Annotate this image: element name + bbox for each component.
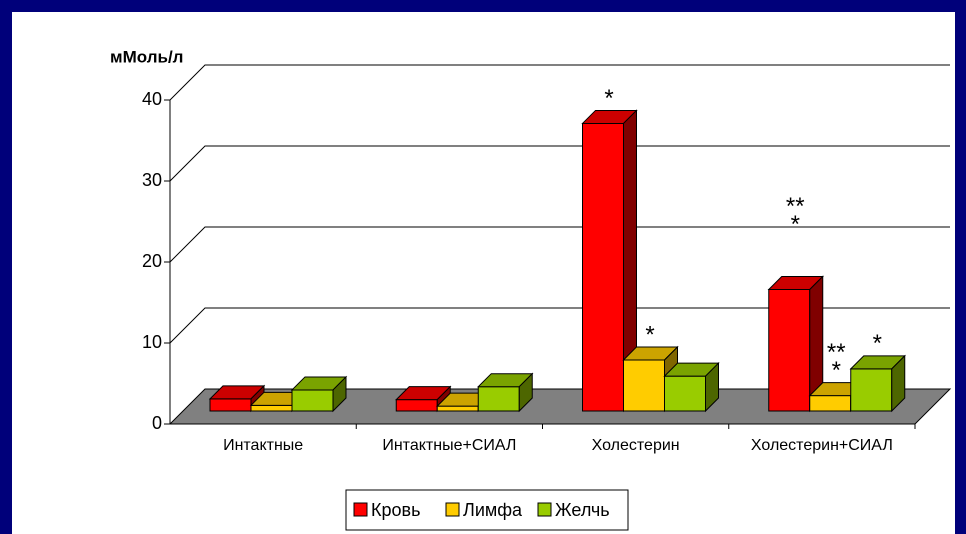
- legend-label: Кровь: [371, 500, 420, 520]
- y-tick-label: 40: [142, 89, 162, 109]
- legend-swatch: [537, 502, 552, 517]
- y-axis-label: мМоль/л: [110, 47, 183, 66]
- bar-front: [395, 399, 438, 412]
- grid-line: [169, 64, 950, 101]
- legend-swatch: [445, 502, 460, 517]
- y-tick-label: 10: [142, 332, 162, 352]
- legend-swatch: [353, 502, 368, 517]
- bar-side: [332, 375, 347, 413]
- x-tick-label: Холестерин: [592, 437, 680, 454]
- annotation: *: [645, 321, 654, 348]
- x-tick-label: Интактные+СИАЛ: [382, 437, 516, 454]
- bar-front: [436, 405, 479, 412]
- legend-box: [345, 489, 629, 531]
- y-tick-label: 30: [142, 170, 162, 190]
- bar-front: [850, 368, 893, 412]
- annotation: *: [873, 330, 882, 357]
- bar-front: [809, 395, 852, 412]
- annotation: *: [604, 85, 613, 112]
- bar-front: [582, 122, 624, 412]
- y-tick-label: 0: [152, 413, 162, 433]
- slide-area: [12, 12, 955, 534]
- bar-front: [623, 359, 665, 412]
- bar-side: [705, 361, 719, 413]
- bar-side: [891, 354, 906, 413]
- grid-line: [169, 145, 950, 182]
- bar-side: [518, 372, 533, 413]
- bar-front: [291, 389, 334, 412]
- annotation: *: [791, 211, 800, 238]
- bar-front: [477, 386, 520, 412]
- x-tick-label: Интактные: [223, 437, 303, 454]
- legend-label: Лимфа: [463, 500, 523, 520]
- bar-front: [250, 404, 293, 412]
- legend-label: Желчь: [555, 500, 610, 520]
- grid-line: [169, 226, 950, 263]
- y-tick-label: 20: [142, 251, 162, 271]
- annotation: **: [786, 193, 805, 220]
- annotation: *: [832, 357, 841, 384]
- bar-front: [768, 289, 811, 412]
- bar-front: [209, 398, 252, 412]
- grid-line: [169, 307, 950, 344]
- annotation: **: [827, 339, 846, 366]
- x-tick-label: Холестерин+СИАЛ: [751, 437, 893, 454]
- bar-front: [664, 375, 706, 412]
